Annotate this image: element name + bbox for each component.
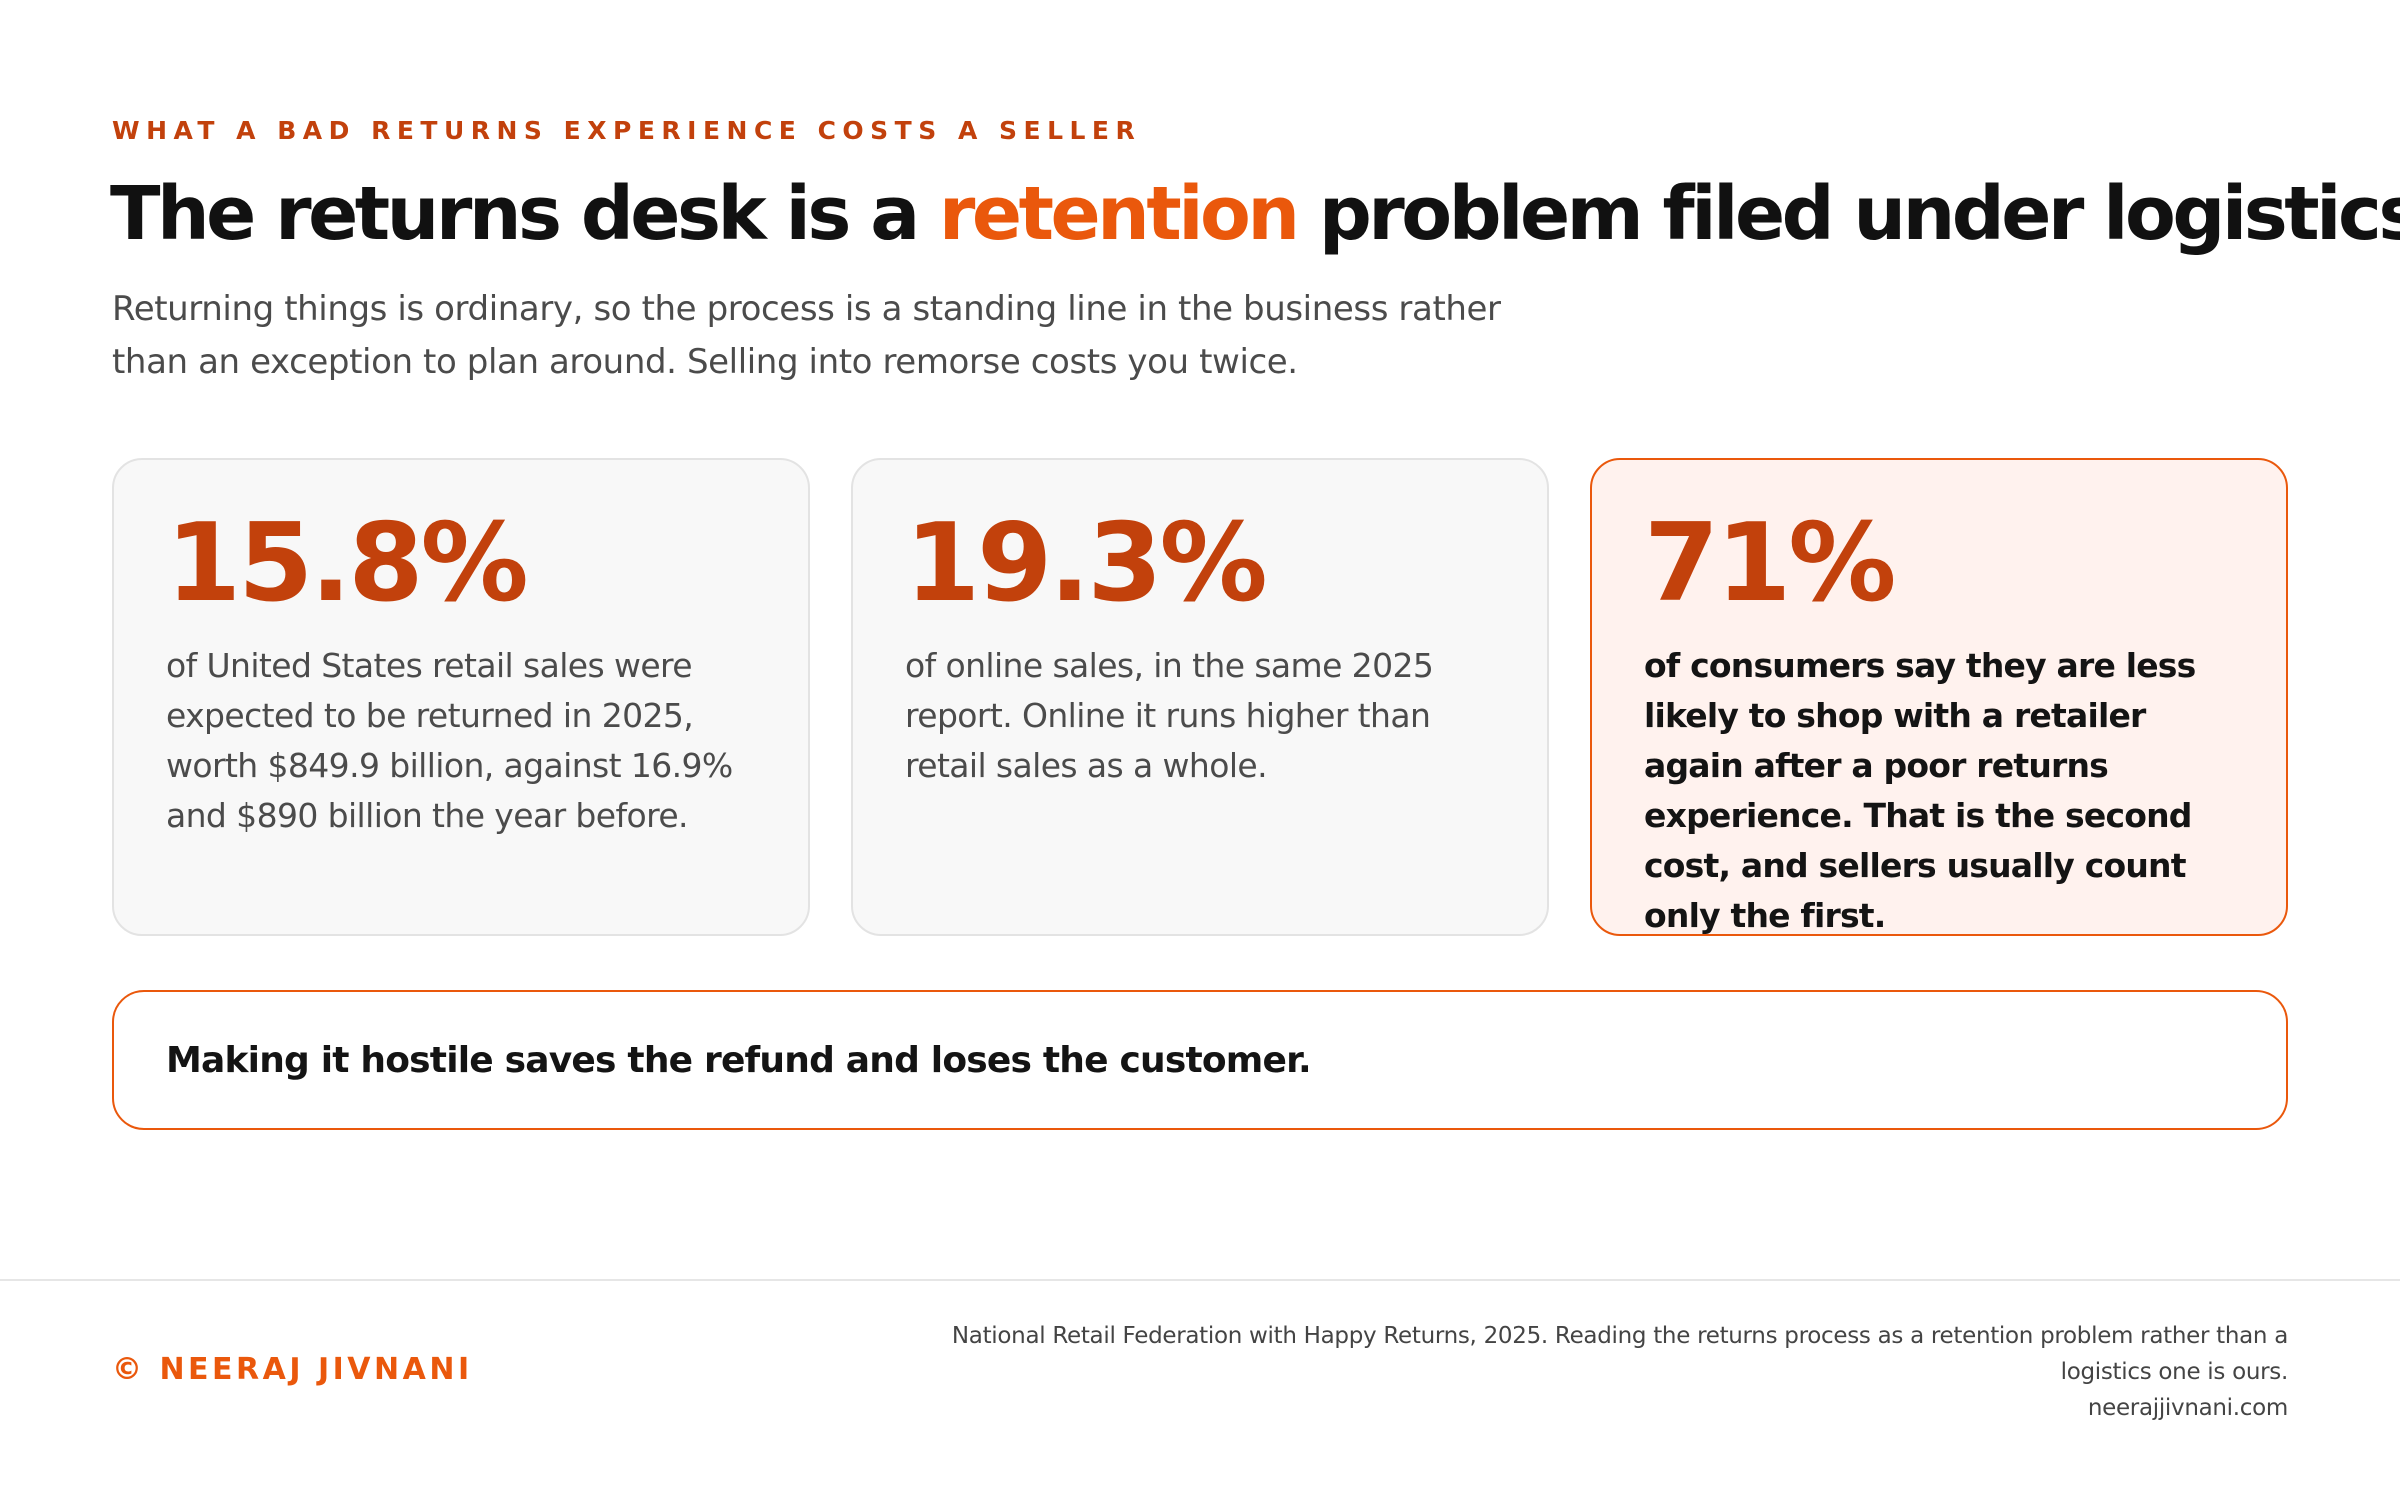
stat-card-retail-returns: 15.8% of United States retail sales were… <box>112 458 810 936</box>
stat-description: of consumers say they are less likely to… <box>1644 645 2196 935</box>
stat-description: of United States retail sales were expec… <box>166 645 733 835</box>
source-note: National Retail Federation with Happy Re… <box>888 1318 2288 1426</box>
stat-card-consumer-retention: 71% of consumers say they are less likel… <box>1590 458 2288 936</box>
stat-value: 19.3% <box>905 501 1268 626</box>
source-line-1: National Retail Federation with Happy Re… <box>951 1323 2288 1349</box>
callout-text: Making it hostile saves the refund and l… <box>166 1039 1312 1081</box>
eyebrow-label: WHAT A BAD RETURNS EXPERIENCE COSTS A SE… <box>112 116 1142 145</box>
footer-divider <box>0 1279 2400 1281</box>
headline-end: problem filed under logistics. <box>1296 171 2400 257</box>
headline-start: The returns desk is a <box>110 171 939 257</box>
stat-description: of online sales, in the same 2025 report… <box>905 645 1434 785</box>
stat-value: 15.8% <box>166 501 529 626</box>
callout-box: Making it hostile saves the refund and l… <box>112 990 2288 1130</box>
stat-card-online-returns: 19.3% of online sales, in the same 2025 … <box>851 458 1549 936</box>
subtitle: Returning things is ordinary, so the pro… <box>112 289 1501 382</box>
source-line-2: logistics one is ours. <box>2060 1359 2289 1385</box>
brand-copyright: © NEERAJ JIVNANI <box>112 1352 473 1387</box>
stat-value: 71% <box>1644 501 1897 626</box>
website-link[interactable]: neerajjivnani.com <box>2087 1395 2288 1421</box>
headline: The returns desk is a retention problem … <box>110 171 2400 257</box>
headline-accent-word: retention <box>938 171 1300 257</box>
